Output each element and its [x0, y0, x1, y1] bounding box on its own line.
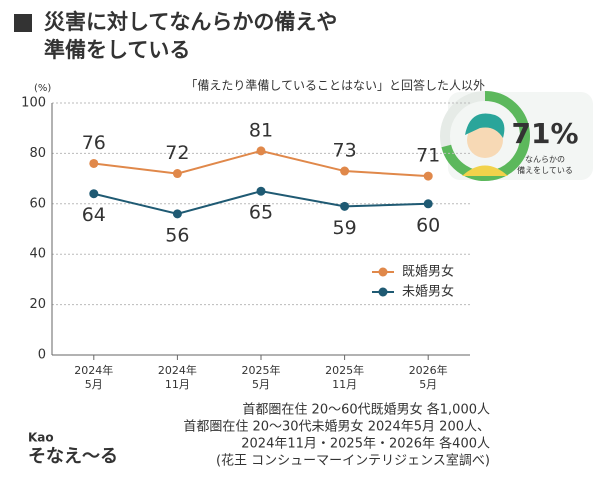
source-line: 首都圏在住 20〜30代未婚男女 2024年5月 200人、	[183, 419, 490, 435]
value-label: 81	[249, 119, 273, 141]
y-tick-label: 40	[29, 247, 46, 262]
x-tick-label: 2025年 11月	[325, 363, 364, 391]
value-label: 56	[165, 224, 189, 246]
badge-face	[467, 122, 503, 158]
point	[423, 171, 433, 181]
value-label: 59	[333, 217, 357, 239]
point	[89, 158, 99, 168]
point	[340, 166, 350, 176]
point	[340, 201, 350, 211]
title-square	[14, 14, 32, 32]
legend-label: 未婚男女	[402, 284, 454, 300]
legend-marker	[378, 287, 388, 297]
logo: そなえ〜る	[28, 446, 118, 467]
y-tick-label: 60	[29, 196, 46, 211]
source-line: 2024年11月・2025年・2026年 各400人	[241, 436, 490, 452]
value-label: 60	[416, 214, 440, 236]
badge-text: なんらかの備えをしている	[517, 155, 573, 175]
badge-hair	[465, 113, 505, 138]
point	[256, 186, 266, 196]
badge-arc	[441, 91, 530, 181]
source-line: 首都圏在住 20〜60代既婚男女 各1,000人	[242, 402, 490, 418]
x-tick-label: 2026年 5月	[409, 363, 448, 391]
y-tick-label: 80	[29, 146, 46, 161]
value-label: 71	[416, 145, 440, 167]
source-line: (花王 コンシューマーインテリジェンス室調べ)	[216, 453, 490, 469]
y-tick-label: 100	[21, 96, 46, 111]
y-unit: (%)	[34, 83, 51, 94]
badge-value: 71%	[511, 117, 578, 150]
value-label: 73	[333, 140, 357, 162]
x-tick-label: 2025年 5月	[242, 363, 281, 391]
x-tick-label: 2024年 11月	[158, 363, 197, 391]
point	[256, 146, 266, 156]
badge-body	[462, 165, 508, 176]
x-tick-label: 2024年 5月	[74, 363, 113, 391]
note: 「備えたり準備していることはない」と回答した人以外	[185, 78, 485, 93]
y-tick-label: 0	[38, 348, 46, 363]
point	[423, 199, 433, 209]
brand: Kao	[28, 431, 54, 445]
value-label: 76	[82, 132, 106, 154]
point	[172, 169, 182, 179]
y-tick-label: 20	[29, 297, 46, 312]
legend-label: 既婚男女	[402, 264, 454, 280]
legend-marker	[378, 267, 388, 277]
value-label: 65	[249, 202, 273, 224]
chart-title: 災害に対してなんらかの備えや準備をしている	[44, 10, 337, 62]
value-label: 72	[165, 142, 189, 164]
point	[89, 189, 99, 199]
value-label: 64	[82, 204, 106, 226]
point	[172, 209, 182, 219]
